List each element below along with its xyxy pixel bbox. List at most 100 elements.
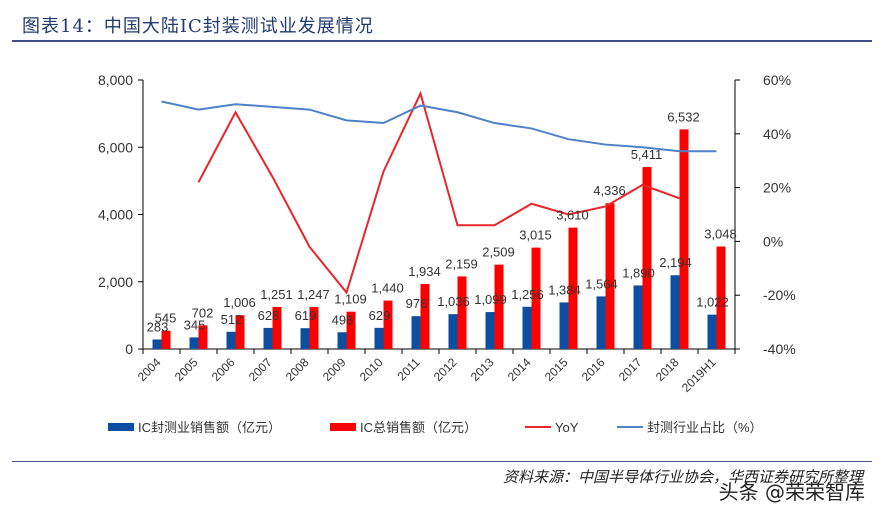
total-data-label: 4,336 xyxy=(593,183,626,198)
left-tick-label: 0 xyxy=(125,341,133,357)
x-tick-label: 2018 xyxy=(653,355,682,384)
packaging-bar xyxy=(559,302,569,349)
packaging-data-label: 1,384 xyxy=(548,282,581,297)
packaging-bar xyxy=(189,337,199,349)
packaging-bar xyxy=(633,285,643,349)
x-tick-label: 2013 xyxy=(468,355,497,384)
packaging-bar xyxy=(670,275,680,349)
total-data-label: 1,440 xyxy=(371,281,404,296)
left-tick-label: 2,000 xyxy=(98,274,133,290)
total-bar xyxy=(605,203,615,349)
total-bar xyxy=(568,227,578,349)
packaging-bar xyxy=(596,296,606,349)
packaging-bar xyxy=(411,316,421,349)
packaging-bar xyxy=(707,314,717,349)
share-line xyxy=(161,100,717,153)
x-tick-label: 2007 xyxy=(246,355,275,384)
packaging-data-label: 1,099 xyxy=(474,292,507,307)
legend-label: YoY xyxy=(555,420,579,435)
legend-swatch xyxy=(108,423,134,431)
chart: 0 2,000 4,000 6,000 8,000 -40% -20% 0% 20% 40% 60%… xyxy=(98,72,796,435)
total-data-label: 3,048 xyxy=(704,227,737,242)
legend-label: 封测行业占比（%） xyxy=(647,420,763,435)
packaging-data-label: 1,564 xyxy=(585,276,618,291)
packaging-bar xyxy=(263,327,273,349)
packaging-data-label: 628 xyxy=(258,308,280,323)
total-data-label: 545 xyxy=(155,311,177,326)
total-bar xyxy=(161,330,171,349)
total-bar xyxy=(642,167,652,349)
x-tick-label: 2014 xyxy=(505,355,534,384)
x-tick-label: 2016 xyxy=(579,355,608,384)
source-divider xyxy=(12,461,872,462)
watermark: 头条 @荣荣智库 xyxy=(718,480,865,504)
packaging-bar xyxy=(374,327,384,349)
x-tick-label: 2005 xyxy=(172,355,201,384)
left-tick-label: 4,000 xyxy=(98,207,133,223)
total-bar xyxy=(531,247,541,349)
total-bar xyxy=(716,246,726,349)
x-tick-label: 2015 xyxy=(542,355,571,384)
total-data-label: 1,251 xyxy=(260,287,293,302)
total-data-label: 702 xyxy=(192,305,214,320)
packaging-bar xyxy=(522,306,532,349)
right-tick-label: 60% xyxy=(763,72,791,88)
total-data-label: 2,509 xyxy=(482,245,515,260)
legend-label: IC封测业销售额（亿元） xyxy=(138,420,281,435)
total-bar xyxy=(309,307,319,349)
x-tick-label: 2009 xyxy=(320,355,349,384)
x-tick-label: 2004 xyxy=(135,355,164,384)
packaging-data-label: 1,256 xyxy=(511,287,544,302)
packaging-data-label: 345 xyxy=(184,317,206,332)
total-data-label: 1,006 xyxy=(223,295,256,310)
x-tick-label: 2011 xyxy=(394,355,422,383)
total-data-label: 3,610 xyxy=(556,208,589,223)
packaging-data-label: 976 xyxy=(406,296,428,311)
packaging-bar xyxy=(448,314,458,349)
total-data-label: 5,411 xyxy=(631,147,663,162)
yoy-line xyxy=(197,90,680,295)
packaging-bar xyxy=(300,328,310,349)
total-bar xyxy=(420,283,430,349)
left-tick-label: 8,000 xyxy=(98,72,133,88)
total-data-label: 1,109 xyxy=(334,292,367,307)
x-tick-label: 2008 xyxy=(283,355,312,384)
total-bar xyxy=(494,264,504,349)
right-tick-label: 40% xyxy=(763,126,791,142)
left-tick-label: 6,000 xyxy=(98,139,133,155)
right-tick-label: -40% xyxy=(763,341,796,357)
x-tick-label: 2010 xyxy=(357,355,386,384)
x-tick-label: 2012 xyxy=(431,355,460,384)
chart-title: 图表14：中国大陆IC封装测试业发展情况 xyxy=(22,16,374,37)
packaging-data-label: 2,194 xyxy=(659,255,692,270)
total-bar xyxy=(272,306,282,349)
total-bar xyxy=(679,129,689,349)
packaging-data-label: 1,890 xyxy=(622,265,655,280)
packaging-bar xyxy=(337,332,347,349)
total-bar xyxy=(346,311,356,349)
packaging-bar xyxy=(485,312,495,349)
x-tick-label: 2006 xyxy=(209,355,238,384)
x-tick-label: 2017 xyxy=(616,355,645,384)
packaging-data-label: 1,022 xyxy=(696,295,729,310)
total-data-label: 6,532 xyxy=(667,109,700,124)
source-note: 资料来源：中国半导体行业协会，华西证券研究所整理 xyxy=(502,468,863,486)
packaging-bar xyxy=(152,339,162,349)
packaging-data-label: 619 xyxy=(295,308,317,323)
total-data-label: 2,159 xyxy=(445,256,478,271)
packaging-data-label: 629 xyxy=(369,308,391,323)
total-bar xyxy=(457,276,467,349)
packaging-data-label: 512 xyxy=(221,312,243,327)
legend-label: IC总销售额（亿元） xyxy=(360,420,477,435)
legend-swatch xyxy=(330,423,356,431)
right-tick-label: 0% xyxy=(763,233,783,249)
packaging-data-label: 1,036 xyxy=(437,294,470,309)
x-tick-label: 2019H1 xyxy=(679,355,719,395)
total-bar xyxy=(198,325,208,349)
packaging-data-label: 498 xyxy=(332,312,354,327)
right-tick-label: 20% xyxy=(763,180,791,196)
right-tick-label: -20% xyxy=(763,287,796,303)
total-data-label: 1,247 xyxy=(297,287,330,302)
total-data-label: 1,934 xyxy=(408,264,441,279)
total-bar xyxy=(383,300,393,349)
